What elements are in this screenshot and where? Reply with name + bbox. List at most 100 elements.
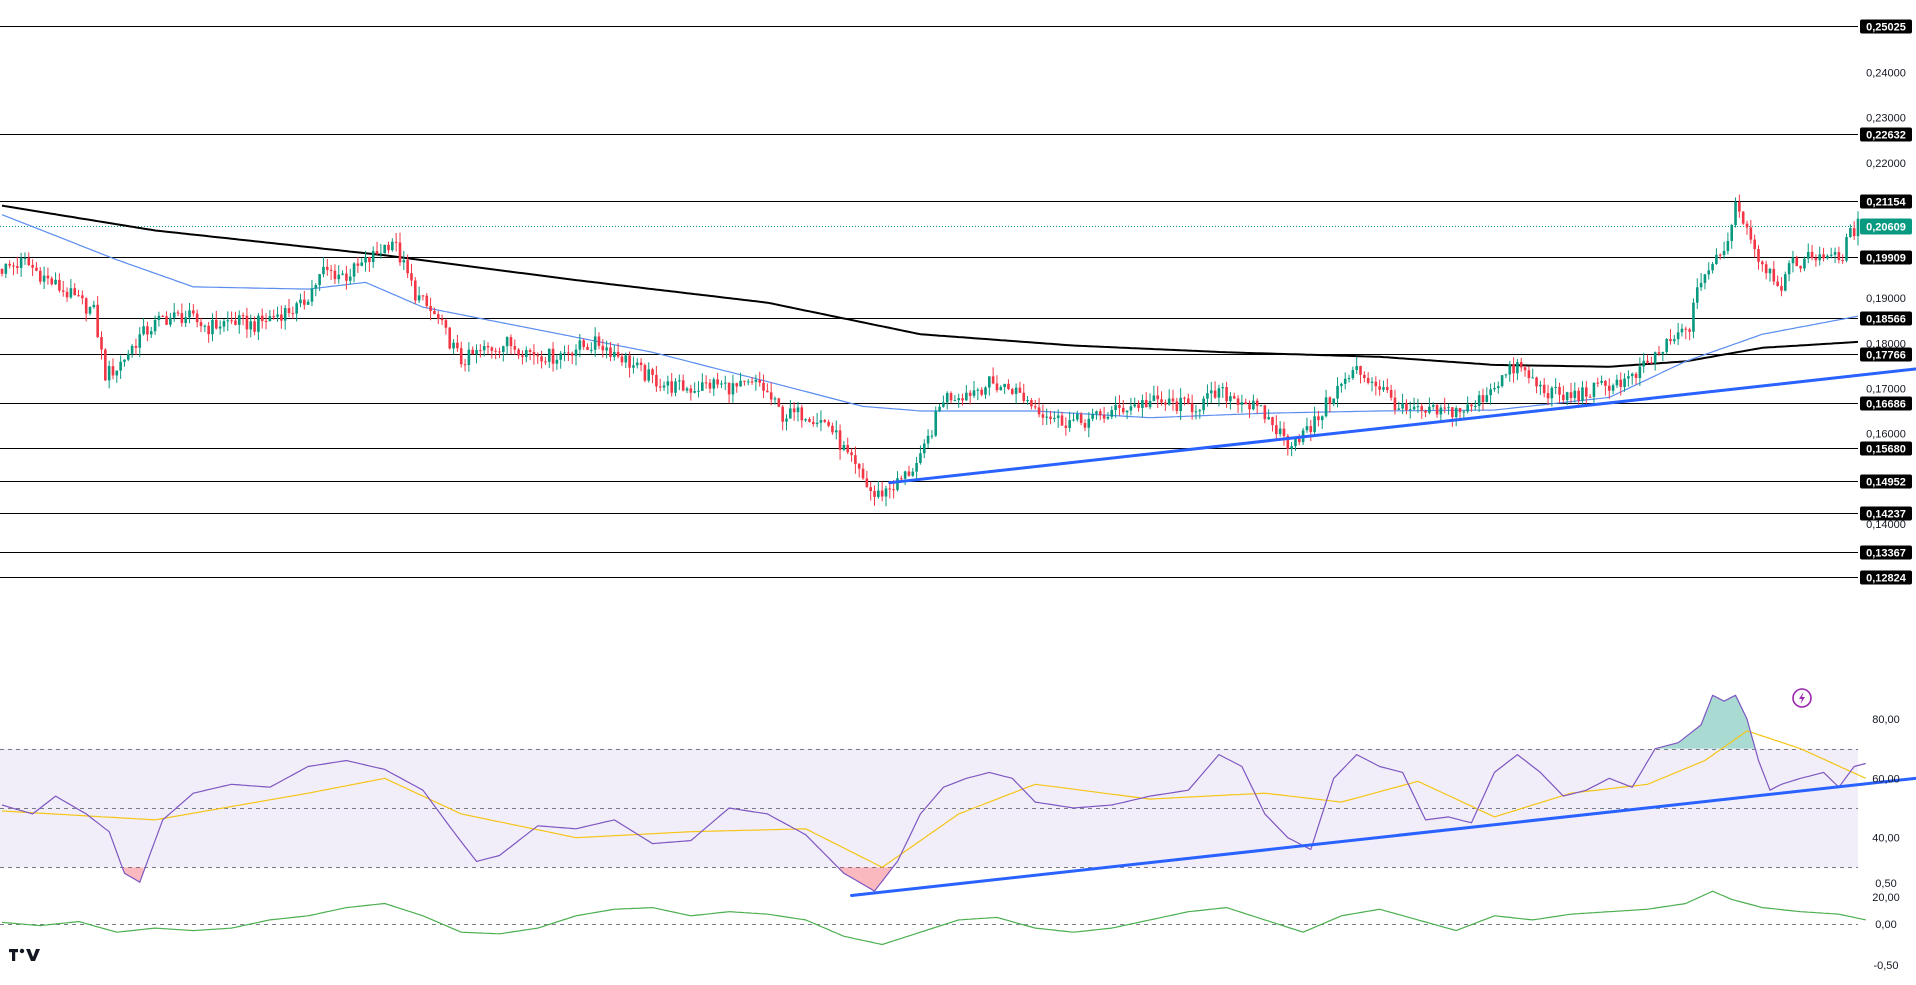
candle xyxy=(1167,389,1171,406)
candle xyxy=(1408,401,1412,419)
candle xyxy=(391,238,394,252)
candle-body xyxy=(188,310,191,318)
candle xyxy=(1481,388,1485,411)
candle xyxy=(957,393,961,408)
candle xyxy=(146,321,149,342)
candle xyxy=(1232,392,1236,400)
candle-body xyxy=(750,381,754,383)
candle-body xyxy=(643,365,647,381)
candle xyxy=(1443,397,1447,414)
candle xyxy=(1653,351,1657,371)
candle-body xyxy=(651,369,654,375)
candle xyxy=(1829,247,1833,259)
level-label-bg xyxy=(1860,127,1912,142)
candle xyxy=(329,264,333,280)
price-pane[interactable]: 0,24000 0,23000 0,22000 0,19000 0,18000 0,170… xyxy=(0,19,1916,708)
candle-body xyxy=(249,321,253,330)
candle xyxy=(1370,377,1374,392)
candle xyxy=(1535,376,1538,394)
candle-body xyxy=(1213,390,1217,398)
candle xyxy=(352,262,356,283)
candle xyxy=(1267,409,1270,420)
candle-body xyxy=(536,355,540,357)
candle-body xyxy=(1152,395,1156,401)
candle-body xyxy=(685,388,689,391)
price-tick-label: 0,24000 xyxy=(1866,68,1906,80)
candle-body xyxy=(1707,270,1711,275)
candle xyxy=(1003,383,1006,395)
candle xyxy=(325,258,329,276)
candle xyxy=(800,404,804,428)
candle-body xyxy=(1382,387,1385,390)
candle xyxy=(995,375,999,393)
candle-body xyxy=(4,263,8,274)
candle xyxy=(708,378,712,394)
candle-body xyxy=(1462,411,1466,413)
candle xyxy=(1022,383,1026,404)
candle-body xyxy=(410,273,413,281)
candle xyxy=(1037,397,1041,418)
candle xyxy=(1424,409,1427,418)
candle xyxy=(1738,194,1741,218)
candle-body xyxy=(1397,408,1401,410)
candle-body xyxy=(1565,392,1569,401)
candle xyxy=(1343,372,1347,390)
candle xyxy=(260,308,264,329)
candle xyxy=(582,338,585,350)
candle xyxy=(1780,277,1783,297)
candle-body xyxy=(1577,390,1580,401)
tradingview-logo[interactable] xyxy=(9,948,40,961)
candle-body xyxy=(1738,201,1741,212)
candle xyxy=(1102,406,1106,423)
candle-body xyxy=(1508,364,1512,375)
candle-body xyxy=(1087,418,1091,428)
candle-body xyxy=(570,353,574,356)
candle xyxy=(1133,397,1137,408)
candle-body xyxy=(429,305,432,312)
candle xyxy=(1845,233,1848,263)
candle-body xyxy=(502,346,505,353)
candle xyxy=(283,305,287,330)
price-trendline[interactable] xyxy=(888,367,1916,485)
candle xyxy=(463,358,467,372)
candle-body xyxy=(1286,435,1290,449)
candle-body xyxy=(329,269,333,271)
candle-body xyxy=(896,478,899,490)
candle-body xyxy=(796,407,800,413)
candle xyxy=(417,286,421,303)
logo-stem xyxy=(12,949,16,961)
candle-body xyxy=(1829,254,1833,256)
candle xyxy=(655,365,658,392)
candle-body xyxy=(413,280,417,301)
candle-body xyxy=(1014,387,1018,394)
candle xyxy=(544,356,547,365)
candle-body xyxy=(1500,375,1504,387)
candle xyxy=(482,340,486,357)
candle xyxy=(1833,247,1837,264)
candle xyxy=(502,345,505,362)
candle xyxy=(1114,396,1117,418)
candle-body xyxy=(1007,383,1010,390)
candle xyxy=(218,320,222,335)
rsi-pane[interactable]: 80,00 60,00 40,00 20,00 xyxy=(0,694,1916,904)
candle-body xyxy=(988,376,991,388)
candle-body xyxy=(1370,381,1374,383)
candle-body xyxy=(42,275,46,282)
candle-body xyxy=(965,392,968,401)
candle xyxy=(12,262,15,276)
candle-body xyxy=(180,313,184,324)
candle xyxy=(984,386,987,399)
oscillator-pane[interactable]: 0,50 0,00 -0,50 xyxy=(0,878,1899,972)
candle-body xyxy=(1393,397,1397,410)
alert-icon[interactable] xyxy=(1792,688,1812,708)
rsi-trendline[interactable] xyxy=(850,776,1916,898)
candle xyxy=(421,295,425,301)
candle xyxy=(1745,220,1749,235)
candle xyxy=(1646,354,1649,365)
candle xyxy=(880,481,884,502)
candle xyxy=(35,262,38,272)
candle xyxy=(1856,211,1860,246)
candle xyxy=(750,377,754,385)
candle xyxy=(1493,382,1496,392)
